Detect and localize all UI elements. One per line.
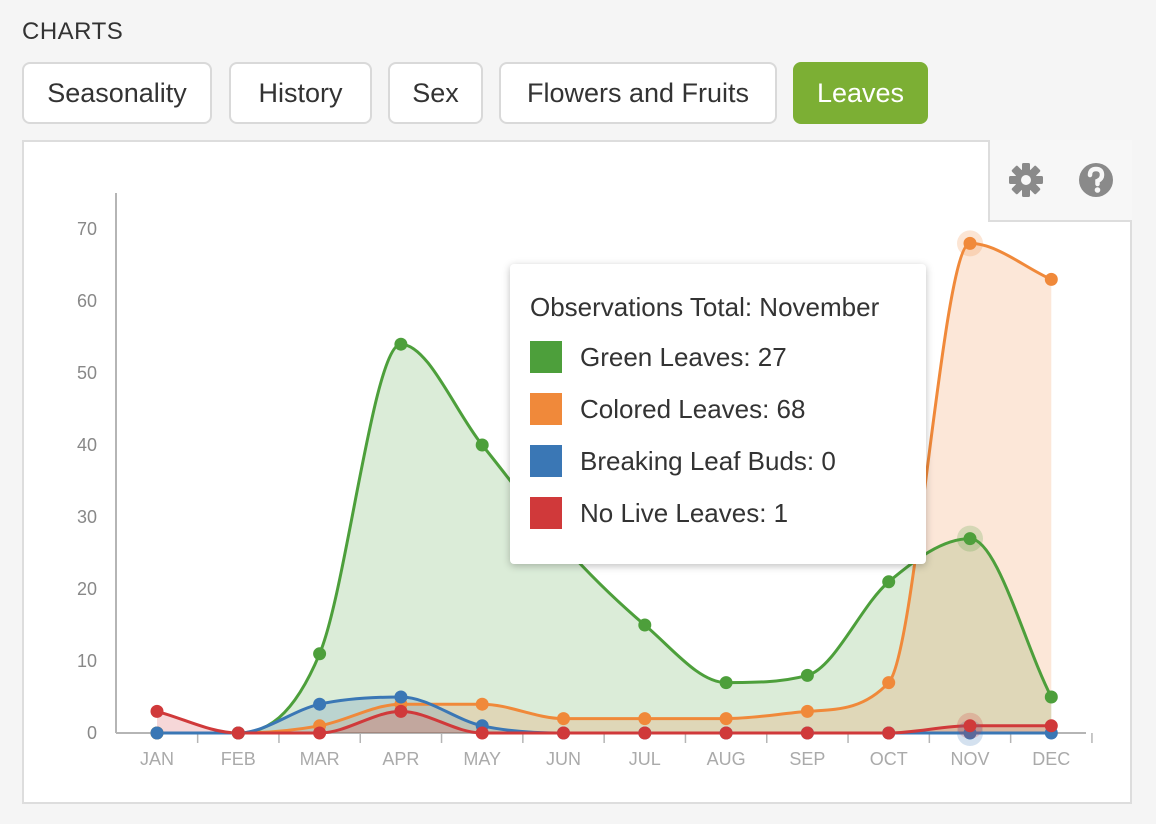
tab-sex[interactable]: Sex	[388, 62, 483, 124]
point-green-leaves[interactable]	[800, 668, 814, 682]
point-green-leaves[interactable]	[394, 337, 408, 351]
tab-flowers-and-fruits[interactable]: Flowers and Fruits	[499, 62, 777, 124]
x-tick-label: NOV	[950, 749, 989, 769]
point-no-live-leaves[interactable]	[475, 726, 489, 740]
x-tick-label: MAR	[300, 749, 340, 769]
x-tick-label: DEC	[1032, 749, 1070, 769]
point-breaking-leaf-buds[interactable]	[313, 697, 327, 711]
x-tick-label: APR	[382, 749, 419, 769]
area-green-leaves	[157, 344, 1052, 733]
y-axis: 0 10 20 30 40 50 60 70	[77, 193, 117, 743]
tooltip-label: Green Leaves: 27	[580, 341, 787, 372]
tab-history[interactable]: History	[229, 62, 372, 124]
point-colored-leaves[interactable]	[475, 697, 489, 711]
point-green-leaves[interactable]	[882, 575, 896, 589]
point-no-live-leaves[interactable]	[800, 726, 814, 740]
tooltip-row-colored-leaves: Colored Leaves: 68	[530, 392, 805, 426]
tab-seasonality[interactable]: Seasonality	[22, 62, 212, 124]
point-no-live-leaves[interactable]	[231, 726, 245, 740]
point-colored-leaves[interactable]	[963, 236, 977, 250]
tooltip-row-green-leaves: Green Leaves: 27	[530, 340, 787, 374]
y-tick-label: 30	[77, 507, 97, 527]
y-tick-label: 50	[77, 363, 97, 383]
point-no-live-leaves[interactable]	[719, 726, 733, 740]
help-button[interactable]	[1076, 160, 1116, 200]
chart-tooltip: Observations Total: November Green Leave…	[510, 264, 926, 564]
point-colored-leaves[interactable]	[800, 704, 814, 718]
gear-icon	[1009, 163, 1043, 197]
x-tick-label: OCT	[870, 749, 908, 769]
point-breaking-leaf-buds[interactable]	[150, 726, 164, 740]
legend-swatch-blue	[530, 445, 562, 477]
tooltip-label: Colored Leaves: 68	[580, 393, 806, 424]
settings-button[interactable]	[1006, 160, 1046, 200]
y-tick-label: 60	[77, 291, 97, 311]
y-tick-label: 70	[77, 219, 97, 239]
line-no-live-leaves	[156, 709, 1052, 735]
tooltip-label: Breaking Leaf Buds: 0	[580, 445, 836, 476]
point-green-leaves[interactable]	[719, 676, 733, 690]
tooltip-title: Observations Total: November	[530, 292, 880, 322]
point-colored-leaves[interactable]	[557, 712, 570, 726]
chart-toolbar	[988, 140, 1132, 222]
point-colored-leaves[interactable]	[1044, 272, 1058, 286]
point-breaking-leaf-buds[interactable]	[394, 690, 408, 704]
point-no-live-leaves[interactable]	[150, 704, 164, 718]
tooltip-label: No Live Leaves: 1	[580, 497, 789, 528]
point-no-live-leaves[interactable]	[638, 726, 652, 740]
x-tick-label: JAN	[140, 749, 174, 769]
x-axis: JAN FEB MAR APR MAY JUN JUL AUG SEP OCT NOV DEC	[116, 732, 1093, 769]
point-no-live-leaves[interactable]	[313, 726, 327, 740]
point-colored-leaves[interactable]	[638, 712, 652, 726]
point-colored-leaves[interactable]	[882, 676, 896, 690]
point-green-leaves[interactable]	[638, 618, 652, 632]
point-green-leaves[interactable]	[313, 647, 327, 661]
point-green-leaves[interactable]	[963, 532, 977, 546]
area-no-live-leaves	[157, 711, 1052, 733]
x-tick-label: JUL	[629, 749, 661, 769]
x-tick-label: AUG	[707, 749, 746, 769]
legend-swatch-orange	[530, 393, 562, 425]
series-points	[150, 230, 1058, 746]
point-no-live-leaves[interactable]	[394, 704, 408, 718]
point-no-live-leaves[interactable]	[1044, 719, 1058, 733]
y-tick-label: 20	[77, 579, 97, 599]
point-no-live-leaves[interactable]	[557, 726, 570, 740]
legend-swatch-green	[530, 341, 562, 373]
tooltip-row-no-live-leaves: No Live Leaves: 1	[530, 496, 788, 530]
point-colored-leaves[interactable]	[719, 712, 733, 726]
point-green-leaves[interactable]	[475, 438, 489, 452]
section-title: CHARTS	[22, 18, 124, 45]
point-no-live-leaves[interactable]	[882, 726, 896, 740]
x-tick-label: JUN	[546, 749, 581, 769]
tooltip-row-breaking-leaf-buds: Breaking Leaf Buds: 0	[530, 444, 836, 478]
point-green-leaves[interactable]	[1044, 690, 1058, 704]
y-tick-label: 10	[77, 651, 97, 671]
x-tick-label: FEB	[221, 749, 256, 769]
x-tick-label: MAY	[463, 749, 501, 769]
area-colored-leaves	[157, 243, 1052, 733]
point-no-live-leaves[interactable]	[963, 719, 977, 733]
question-circle-icon	[1079, 163, 1113, 197]
tab-leaves[interactable]: Leaves	[793, 62, 928, 124]
y-tick-label: 40	[77, 435, 97, 455]
legend-swatch-red	[530, 497, 562, 529]
x-tick-label: SEP	[789, 749, 825, 769]
y-tick-label: 0	[87, 723, 97, 743]
